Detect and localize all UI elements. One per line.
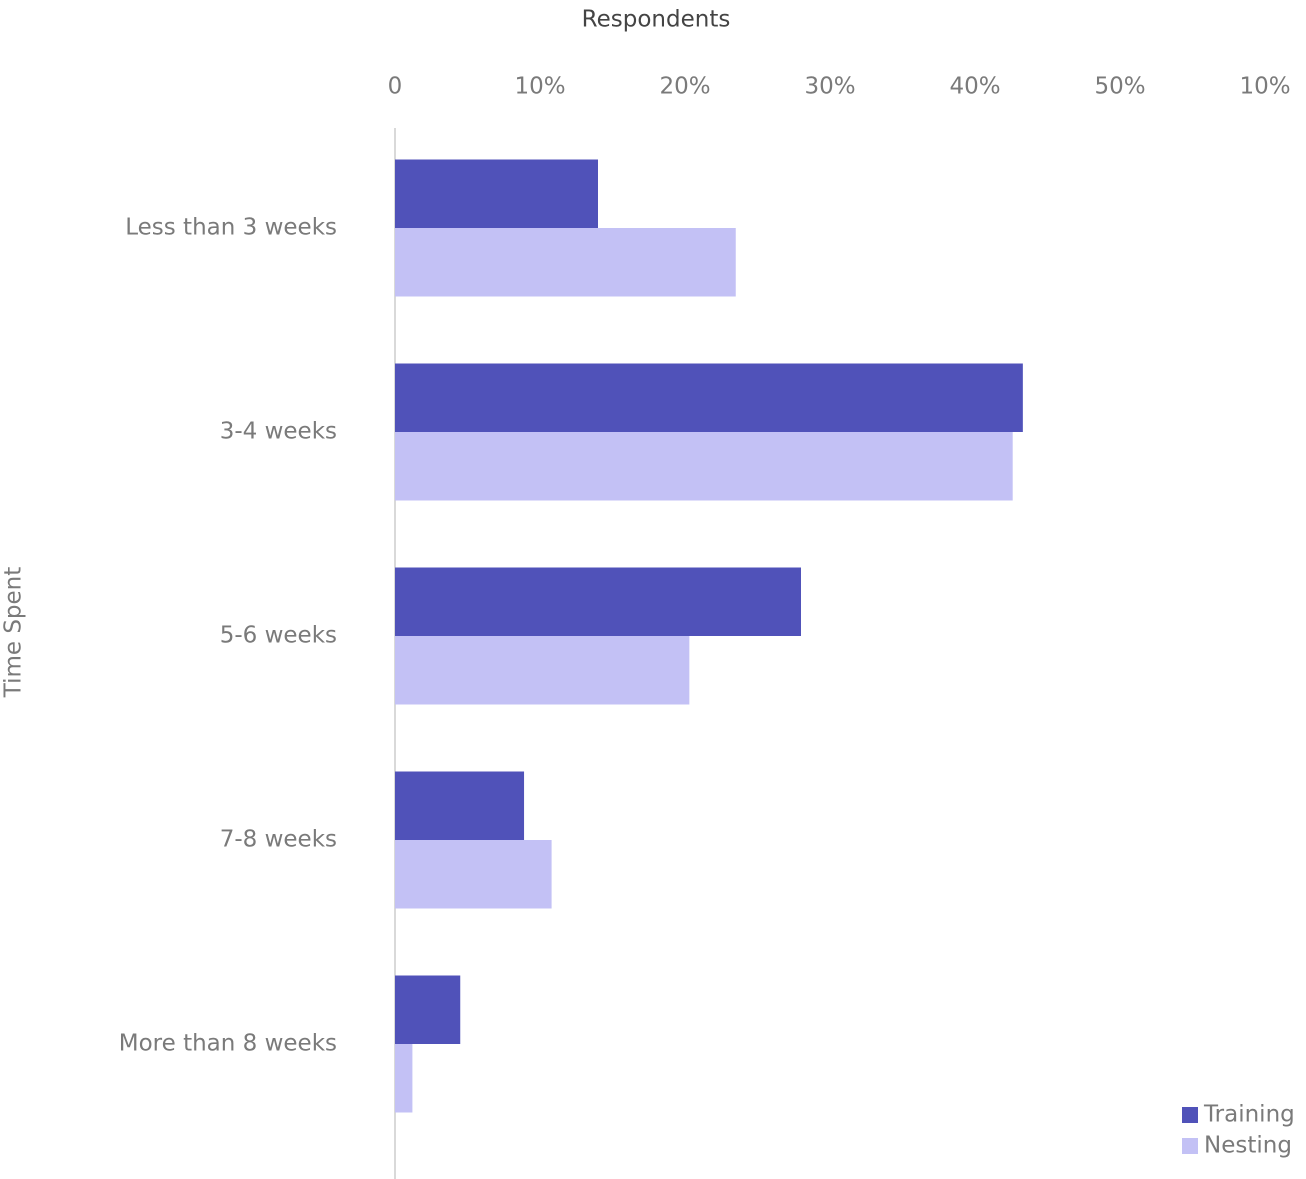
x-tick-label: 30% xyxy=(804,74,855,100)
y-axis-title: Time Spent xyxy=(1,567,27,699)
bar xyxy=(395,975,461,1044)
y-tick-label: More than 8 weeks xyxy=(119,1031,337,1057)
bar xyxy=(395,636,690,705)
x-axis-title: Respondents xyxy=(582,7,731,33)
bar xyxy=(395,159,598,228)
legend-swatch xyxy=(1182,1107,1198,1123)
bar xyxy=(395,1044,413,1113)
bar xyxy=(395,840,552,909)
x-tick-label: 0 xyxy=(388,74,403,100)
legend-label: Nesting xyxy=(1204,1133,1292,1159)
x-tick-label: 20% xyxy=(659,74,710,100)
bar xyxy=(395,432,1013,501)
y-tick-label: 7-8 weeks xyxy=(220,827,337,853)
legend-swatch xyxy=(1182,1138,1198,1154)
bar xyxy=(395,363,1023,432)
x-tick-label: 50% xyxy=(1094,74,1145,100)
y-tick-label: Less than 3 weeks xyxy=(125,215,337,241)
y-tick-label: 5-6 weeks xyxy=(220,623,337,649)
bar xyxy=(395,771,525,840)
x-tick-label: 40% xyxy=(949,74,1000,100)
bar xyxy=(395,567,801,636)
y-tick-label: 3-4 weeks xyxy=(220,419,337,445)
bar xyxy=(395,228,736,297)
x-tick-label: 10% xyxy=(514,74,565,100)
x-tick-label: 10% xyxy=(1239,74,1290,100)
legend-label: Training xyxy=(1203,1102,1295,1128)
